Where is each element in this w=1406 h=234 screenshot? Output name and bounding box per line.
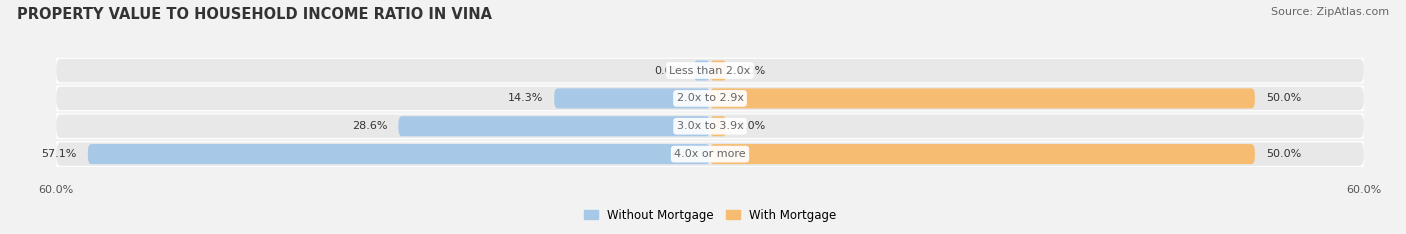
- FancyBboxPatch shape: [554, 88, 710, 108]
- Legend: Without Mortgage, With Mortgage: Without Mortgage, With Mortgage: [583, 208, 837, 222]
- Text: Source: ZipAtlas.com: Source: ZipAtlas.com: [1271, 7, 1389, 17]
- FancyBboxPatch shape: [710, 88, 1256, 108]
- FancyBboxPatch shape: [710, 144, 1256, 164]
- FancyBboxPatch shape: [87, 144, 710, 164]
- Text: 2.0x to 2.9x: 2.0x to 2.9x: [676, 93, 744, 103]
- FancyBboxPatch shape: [56, 86, 1364, 111]
- FancyBboxPatch shape: [56, 115, 1364, 138]
- Text: PROPERTY VALUE TO HOUSEHOLD INCOME RATIO IN VINA: PROPERTY VALUE TO HOUSEHOLD INCOME RATIO…: [17, 7, 492, 22]
- FancyBboxPatch shape: [56, 59, 1364, 82]
- FancyBboxPatch shape: [710, 116, 727, 136]
- Text: 50.0%: 50.0%: [1265, 93, 1301, 103]
- Text: 28.6%: 28.6%: [352, 121, 388, 131]
- FancyBboxPatch shape: [56, 87, 1364, 110]
- Text: 14.3%: 14.3%: [508, 93, 543, 103]
- FancyBboxPatch shape: [56, 113, 1364, 139]
- FancyBboxPatch shape: [56, 143, 1364, 166]
- Text: 57.1%: 57.1%: [42, 149, 77, 159]
- Text: 4.0x or more: 4.0x or more: [675, 149, 745, 159]
- FancyBboxPatch shape: [398, 116, 710, 136]
- FancyBboxPatch shape: [56, 141, 1364, 167]
- FancyBboxPatch shape: [710, 61, 727, 80]
- FancyBboxPatch shape: [693, 61, 710, 80]
- Text: 0.0%: 0.0%: [655, 66, 683, 76]
- FancyBboxPatch shape: [56, 58, 1364, 83]
- Text: Less than 2.0x: Less than 2.0x: [669, 66, 751, 76]
- Text: 0.0%: 0.0%: [737, 121, 765, 131]
- Text: 50.0%: 50.0%: [1265, 149, 1301, 159]
- Text: 3.0x to 3.9x: 3.0x to 3.9x: [676, 121, 744, 131]
- Text: 0.0%: 0.0%: [737, 66, 765, 76]
